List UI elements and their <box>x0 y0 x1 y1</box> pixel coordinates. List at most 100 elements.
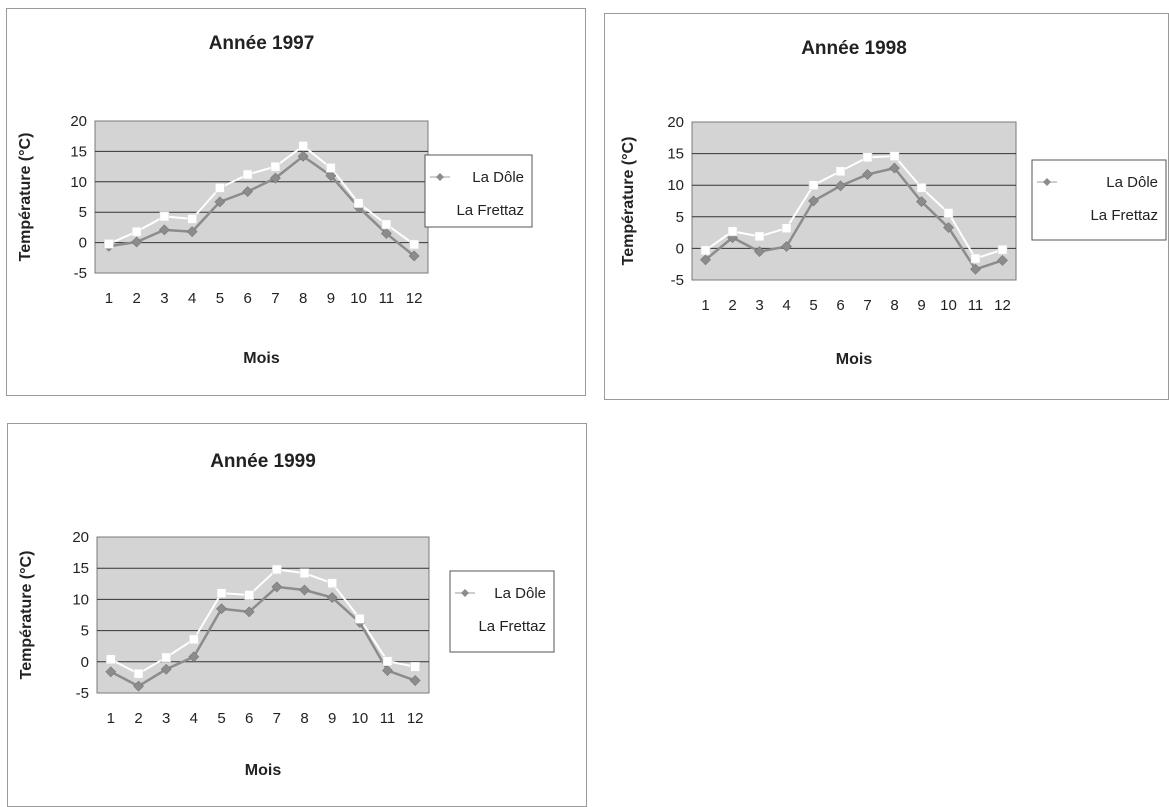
plot-area <box>96 536 430 694</box>
y-axis-title: Température (°C) <box>620 137 637 266</box>
legend <box>424 154 533 228</box>
chart-title: Année 1998 <box>801 38 907 59</box>
data-point-la-dole <box>214 196 226 208</box>
data-point-la-dole <box>408 250 420 262</box>
x-tick-label: 10 <box>351 710 368 727</box>
data-point-la-frettaz <box>106 654 116 665</box>
y-tick-label: 0 <box>79 235 87 252</box>
data-point-la-dole <box>835 180 846 192</box>
data-point-la-dole <box>943 222 954 233</box>
y-tick-label: 20 <box>70 113 87 130</box>
data-point-la-frettaz <box>808 180 819 190</box>
x-tick-label: 4 <box>782 297 790 314</box>
data-point-la-dole <box>269 172 281 184</box>
data-point-la-dole <box>889 162 900 174</box>
data-point-la-frettaz <box>159 211 170 222</box>
x-tick-label: 6 <box>836 297 844 314</box>
y-tick-label: 15 <box>70 143 87 160</box>
x-tick-label: 10 <box>350 290 367 307</box>
data-point-la-dole <box>781 241 792 252</box>
data-point-la-frettaz <box>997 244 1008 255</box>
x-axis-title: Mois <box>243 350 280 367</box>
data-point-la-dole <box>916 196 927 208</box>
data-point-la-frettaz <box>104 239 114 249</box>
y-axis-title: Température (°C) <box>17 133 34 262</box>
data-point-la-frettaz <box>943 208 954 218</box>
data-point-la-dole <box>243 606 255 618</box>
data-point-la-dole <box>299 584 310 596</box>
data-point-la-frettaz <box>382 656 393 666</box>
data-point-la-frettaz <box>916 182 927 193</box>
legend-marker-la-frettaz <box>1043 211 1051 219</box>
y-tick-label: 5 <box>676 209 684 226</box>
y-tick-label: 10 <box>70 174 87 191</box>
x-tick-label: 6 <box>243 290 251 307</box>
legend-marker-la-frettaz <box>436 206 444 214</box>
y-tick-label: 10 <box>72 591 89 608</box>
x-tick-label: 2 <box>134 710 142 727</box>
data-point-la-dole <box>271 581 283 593</box>
y-tick-label: 0 <box>676 240 684 257</box>
series-line-la-dole <box>108 154 415 257</box>
x-tick-label: 8 <box>299 290 307 307</box>
x-tick-label: 2 <box>132 290 140 307</box>
x-tick-label: 12 <box>994 297 1011 314</box>
chart-panel-1999: Année 1999 -5 0 5 10 15 20 1 2 3 4 5 6 7 8 9 10 11 12 Mois T… <box>7 423 587 807</box>
data-point-la-frettaz <box>381 219 392 230</box>
data-point-la-frettaz <box>353 198 364 208</box>
y-tick-label: 15 <box>667 146 684 163</box>
y-tick-label: 5 <box>79 204 87 221</box>
x-tick-label: 3 <box>755 297 763 314</box>
data-point-la-dole <box>186 226 198 238</box>
x-tick-label: 7 <box>271 290 279 307</box>
x-tick-label: 9 <box>917 297 925 314</box>
y-tick-label: 5 <box>81 623 89 640</box>
x-tick-label: 3 <box>162 710 170 727</box>
data-point-la-frettaz <box>326 163 336 173</box>
legend-marker-la-frettaz <box>461 622 469 630</box>
x-tick-label: 8 <box>300 710 308 727</box>
x-tick-label: 2 <box>728 297 736 314</box>
data-point-la-dole <box>808 195 819 207</box>
data-point-la-dole <box>862 169 873 180</box>
data-point-la-frettaz <box>299 568 310 578</box>
x-axis-title: Mois <box>836 351 873 368</box>
data-point-la-frettaz <box>700 245 711 256</box>
data-point-la-frettaz <box>781 223 792 233</box>
data-point-la-frettaz <box>409 239 419 250</box>
chart-panel-1998: Année 1998 -5 0 5 10 15 20 1 2 3 4 5 6 7 8 9 10 11 12 Mois T… <box>604 13 1169 400</box>
y-tick-label: 0 <box>81 654 89 671</box>
data-point-la-frettaz <box>327 578 337 588</box>
x-tick-label: 5 <box>216 290 224 307</box>
data-point-la-frettaz <box>161 652 171 663</box>
data-point-la-dole <box>133 680 144 692</box>
data-point-la-dole <box>160 663 172 675</box>
data-point-la-dole <box>297 150 309 162</box>
x-tick-label: 8 <box>890 297 898 314</box>
x-tick-label: 11 <box>379 290 395 307</box>
data-point-la-dole <box>409 675 421 686</box>
data-point-la-frettaz <box>727 226 738 237</box>
chart-title: Année 1999 <box>210 451 316 472</box>
data-point-la-frettaz <box>216 588 227 598</box>
legend-label: La Dôle <box>472 169 524 186</box>
data-point-la-frettaz <box>189 634 199 645</box>
data-point-la-dole <box>754 246 765 257</box>
data-point-la-frettaz <box>298 141 308 151</box>
y-tick-label: 20 <box>667 114 684 131</box>
plot-area <box>94 120 429 274</box>
data-point-la-frettaz <box>410 661 420 672</box>
data-point-la-dole <box>158 224 170 236</box>
legend-label: La Frettaz <box>478 618 546 635</box>
data-point-la-dole <box>325 170 337 182</box>
data-point-la-dole <box>380 228 392 239</box>
data-point-la-frettaz <box>215 183 225 193</box>
x-tick-label: 1 <box>701 297 709 314</box>
legend-label: La Frettaz <box>1090 207 1158 224</box>
legend <box>1031 159 1167 241</box>
legend-marker-la-dole <box>436 173 444 181</box>
x-tick-label: 7 <box>273 710 281 727</box>
x-tick-label: 12 <box>407 710 424 727</box>
y-tick-label: -5 <box>74 265 87 282</box>
